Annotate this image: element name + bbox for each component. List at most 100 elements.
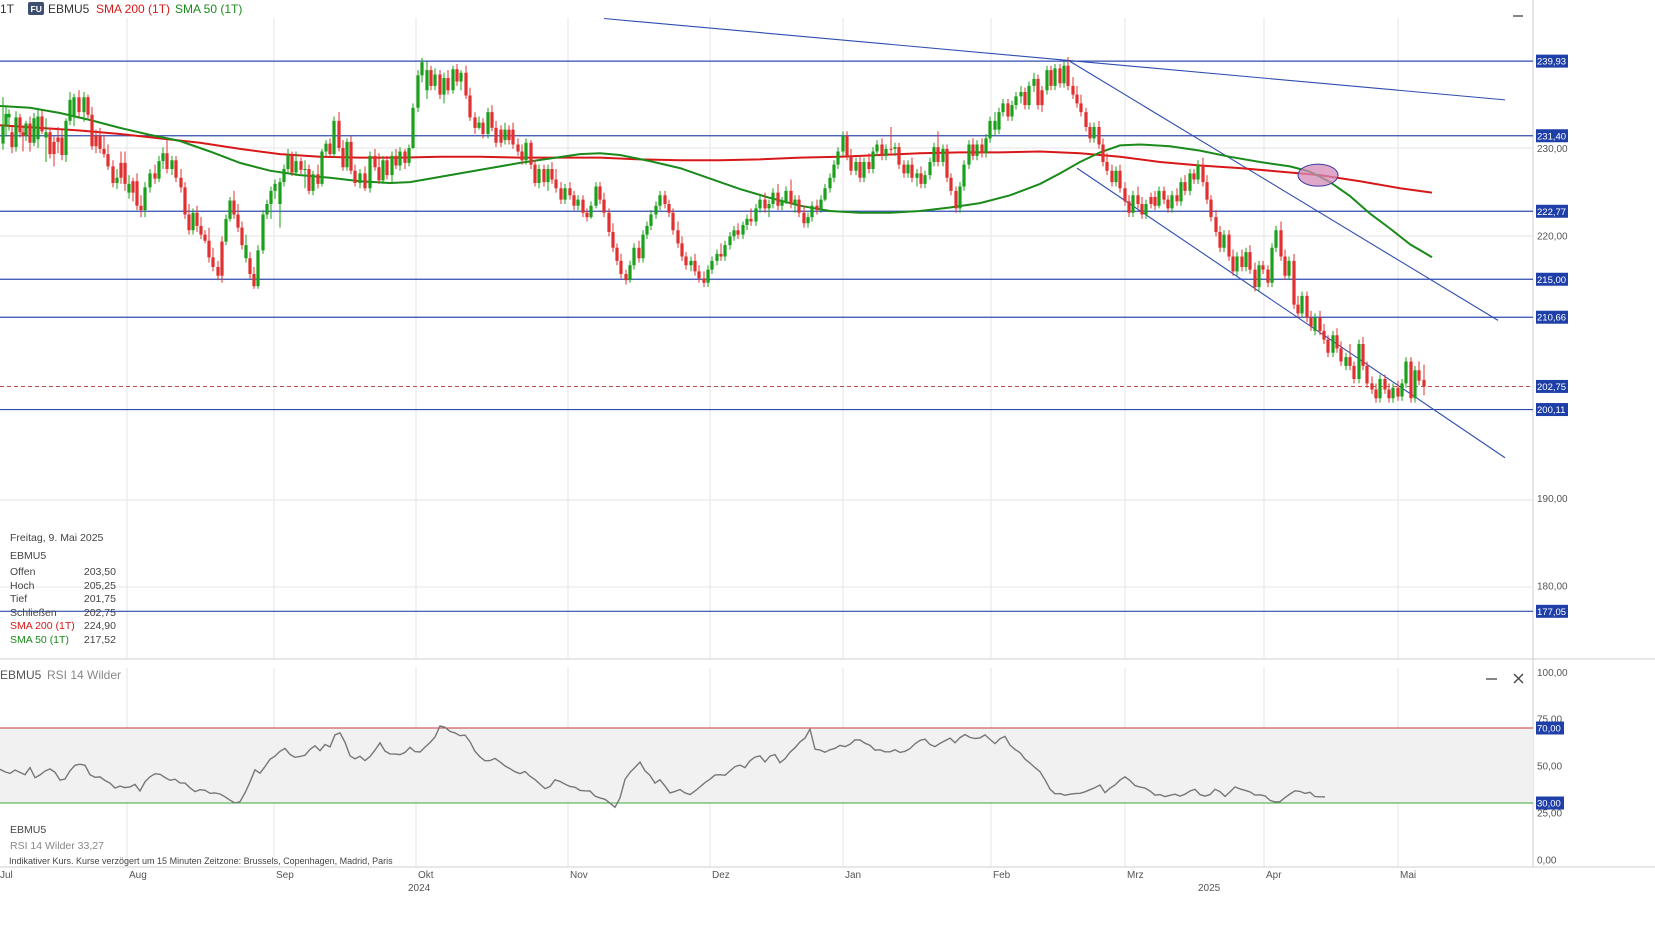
candle-body <box>1261 265 1265 270</box>
rsi-title[interactable]: RSI 14 Wilder <box>47 668 121 682</box>
header-sma200-label[interactable]: SMA 200 (1T) <box>96 2 170 16</box>
last-price-tag <box>1536 379 1568 393</box>
candle-body <box>1036 78 1040 106</box>
candle-body <box>749 218 753 222</box>
candle-body <box>377 167 381 181</box>
candle <box>1227 230 1231 261</box>
candle <box>1309 310 1313 331</box>
candle-body <box>607 212 611 232</box>
candle <box>1396 380 1400 401</box>
rsi-info-value: RSI 14 Wilder 33,27 <box>10 840 104 852</box>
candle <box>1092 122 1096 143</box>
candle <box>170 155 174 176</box>
candle-body <box>1114 170 1118 183</box>
candle-body <box>793 199 797 204</box>
candle <box>1240 249 1244 272</box>
candle <box>645 221 649 239</box>
candle-body <box>282 169 286 183</box>
candle-body <box>810 205 814 218</box>
candle <box>72 93 76 127</box>
candle <box>1014 92 1018 110</box>
candle <box>385 155 389 180</box>
candle <box>823 183 827 202</box>
candle <box>316 164 320 189</box>
candle-body <box>455 69 459 82</box>
month-label: Okt <box>418 870 434 881</box>
candle-body <box>689 260 693 266</box>
candle <box>542 164 546 187</box>
candle <box>1352 361 1356 384</box>
highlight-marker[interactable] <box>1297 163 1339 187</box>
candle-body <box>702 278 706 283</box>
rsi-close-icon[interactable] <box>1513 673 1524 684</box>
candle-body <box>1365 365 1369 384</box>
candle <box>611 223 615 253</box>
candle <box>654 201 658 219</box>
candle <box>220 236 224 283</box>
candle-body <box>307 169 311 191</box>
candle-body <box>1361 344 1365 366</box>
candle <box>928 157 932 180</box>
level-price-label: 222,77 <box>1537 207 1566 218</box>
candle <box>520 144 524 165</box>
rsi-symbol[interactable]: EBMU5 <box>0 668 42 682</box>
interval-label[interactable]: 1T <box>0 2 15 16</box>
candle <box>337 112 341 152</box>
candle <box>941 144 945 167</box>
info-open-value: 203,50 <box>84 566 116 578</box>
candle <box>119 151 123 184</box>
candle <box>1231 249 1235 276</box>
candle-body <box>1396 387 1400 397</box>
candle-body <box>884 148 888 156</box>
trendlines[interactable] <box>603 17 1506 459</box>
candle <box>236 204 240 232</box>
candle-body <box>1196 164 1200 180</box>
candle <box>1175 188 1179 206</box>
trendline[interactable] <box>603 17 1506 101</box>
candle-body <box>1300 295 1304 314</box>
header-symbol[interactable]: EBMU5 <box>48 2 90 16</box>
candle <box>32 113 36 147</box>
candle-body <box>854 162 858 171</box>
candle <box>224 214 228 246</box>
candle-body <box>875 144 879 152</box>
candle-body <box>1153 197 1157 206</box>
candle <box>282 164 286 187</box>
candle <box>252 267 256 289</box>
candle <box>477 116 481 130</box>
candle <box>745 214 749 231</box>
info-high-label: Hoch <box>10 580 35 592</box>
candle-body <box>862 162 866 178</box>
candle-body <box>910 164 914 178</box>
candle <box>1339 341 1343 366</box>
candle <box>923 170 927 189</box>
candle <box>1144 199 1148 219</box>
candle-body <box>232 200 236 215</box>
candle <box>893 142 897 156</box>
highlight-ellipse[interactable] <box>1297 163 1339 187</box>
candle <box>36 107 40 148</box>
candle-body <box>1383 379 1387 390</box>
trendline[interactable] <box>1069 60 1499 321</box>
candle <box>1370 376 1374 394</box>
fu-badge-text: FU <box>31 4 42 14</box>
candle <box>758 195 762 213</box>
candle-body <box>446 78 450 91</box>
candle-body <box>207 240 211 258</box>
horizontal-level-lines[interactable] <box>0 60 1533 612</box>
candle <box>702 271 706 288</box>
candle-body <box>48 132 52 155</box>
candle <box>261 210 265 254</box>
candle-body <box>832 164 836 178</box>
candle <box>56 127 60 154</box>
month-label: Dez <box>712 870 730 881</box>
candle <box>303 160 307 189</box>
candle <box>710 256 714 274</box>
candle-body <box>420 62 424 76</box>
trendline[interactable] <box>1076 167 1506 459</box>
candle-body <box>871 151 875 169</box>
candle <box>1114 166 1118 187</box>
candle-body <box>1409 361 1413 399</box>
header-sma50-label[interactable]: SMA 50 (1T) <box>175 2 242 16</box>
